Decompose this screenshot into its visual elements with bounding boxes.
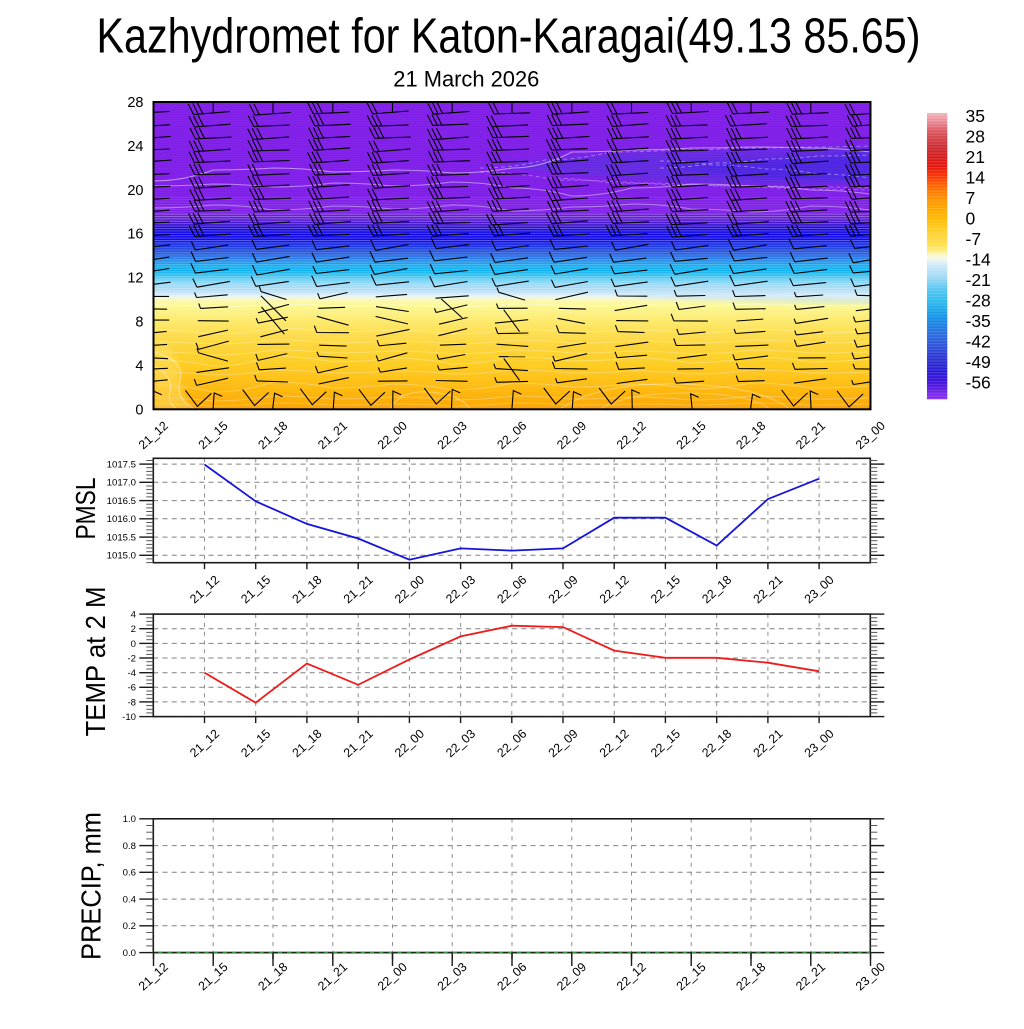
svg-text:0.0: 0.0 xyxy=(123,948,136,959)
svg-text:35: 35 xyxy=(966,106,985,126)
svg-text:1.0: 1.0 xyxy=(123,814,136,825)
svg-text:1016.0: 1016.0 xyxy=(107,514,136,525)
svg-text:28: 28 xyxy=(966,127,985,147)
svg-text:1015.0: 1015.0 xyxy=(107,551,136,562)
svg-text:2: 2 xyxy=(131,624,136,635)
svg-text:20: 20 xyxy=(127,183,143,199)
svg-text:24: 24 xyxy=(127,139,143,155)
svg-text:-8: -8 xyxy=(127,697,136,708)
svg-text:1016.5: 1016.5 xyxy=(107,496,136,507)
svg-text:-42: -42 xyxy=(966,332,991,352)
svg-text:-4: -4 xyxy=(127,668,136,679)
svg-text:-56: -56 xyxy=(966,373,991,393)
svg-text:0.8: 0.8 xyxy=(123,841,136,852)
svg-text:21: 21 xyxy=(966,147,985,167)
svg-text:21 March 2026: 21 March 2026 xyxy=(393,66,539,91)
svg-text:0.4: 0.4 xyxy=(123,895,137,906)
svg-text:-14: -14 xyxy=(966,250,992,270)
svg-text:28: 28 xyxy=(127,95,143,111)
svg-text:-28: -28 xyxy=(966,291,991,311)
svg-text:PRECIP, mm: PRECIP, mm xyxy=(76,812,107,960)
svg-text:-49: -49 xyxy=(966,352,991,372)
svg-text:-2: -2 xyxy=(127,653,136,664)
svg-text:-6: -6 xyxy=(127,683,136,694)
svg-text:0: 0 xyxy=(966,209,976,229)
svg-text:0.2: 0.2 xyxy=(123,921,136,932)
svg-text:16: 16 xyxy=(127,227,143,243)
svg-text:14: 14 xyxy=(966,168,986,188)
svg-text:1017.0: 1017.0 xyxy=(107,478,136,489)
svg-text:Kazhydromet for Katon-Karagai(: Kazhydromet for Katon-Karagai(49.13 85.6… xyxy=(97,10,921,64)
svg-text:1017.5: 1017.5 xyxy=(107,460,136,471)
svg-text:-7: -7 xyxy=(966,229,982,249)
svg-text:-10: -10 xyxy=(122,712,136,723)
svg-text:1015.5: 1015.5 xyxy=(107,533,136,544)
svg-text:4: 4 xyxy=(135,358,143,374)
svg-text:-21: -21 xyxy=(966,270,991,290)
svg-text:-35: -35 xyxy=(966,311,991,331)
svg-text:12: 12 xyxy=(127,271,143,287)
svg-text:0.6: 0.6 xyxy=(123,868,136,879)
svg-text:PMSL: PMSL xyxy=(70,478,101,540)
svg-text:4: 4 xyxy=(131,610,137,621)
svg-text:0: 0 xyxy=(131,639,136,650)
svg-text:0: 0 xyxy=(135,402,143,418)
svg-text:7: 7 xyxy=(966,188,976,208)
svg-text:8: 8 xyxy=(135,315,143,331)
svg-text:TEMP at 2 M: TEMP at 2 M xyxy=(80,587,111,737)
